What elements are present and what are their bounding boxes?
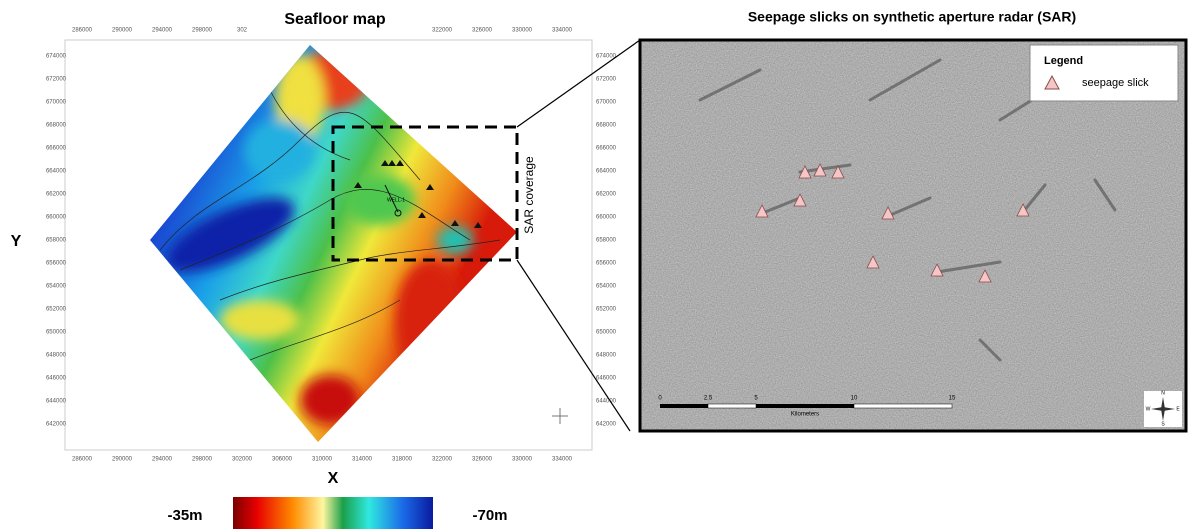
scale-label: 15 [949, 396, 956, 402]
colorbar [233, 497, 433, 529]
y-tick-label: 658000 [46, 238, 67, 244]
x-tick-label: 298000 [192, 457, 213, 463]
y-tick-label: 662000 [596, 192, 617, 198]
y-tick-label: 660000 [596, 215, 617, 221]
colorbar-max-label: -70m [472, 507, 507, 524]
x-tick-label: 326000 [472, 28, 493, 34]
y-tick-label: 668000 [596, 123, 617, 129]
crosshair [552, 408, 568, 424]
y-tick-label: 644000 [46, 399, 67, 405]
y-tick-label: 664000 [596, 169, 617, 175]
x-tick-label: 298000 [192, 28, 213, 34]
y-tick-label: 672000 [46, 77, 67, 83]
scale-label: 10 [851, 396, 858, 402]
x-tick-label: 334000 [552, 28, 573, 34]
y-tick-label: 666000 [46, 146, 67, 152]
compass: N S E W [1144, 390, 1182, 427]
y-tick-label: 644000 [596, 399, 617, 405]
y-tick-label: 648000 [46, 353, 67, 359]
x-tick-label: 290000 [112, 28, 133, 34]
colorbar-min-label: -35m [167, 507, 202, 524]
y-tick-label: 646000 [46, 376, 67, 382]
well-label: WELL-1 [387, 197, 405, 203]
x-tick-label: 334000 [552, 457, 573, 463]
y-tick-label: 648000 [596, 353, 617, 359]
scale-bar [660, 404, 952, 408]
y-tick-label: 646000 [596, 376, 617, 382]
y-tick-label: 662000 [46, 192, 67, 198]
map-title: Seafloor map [284, 11, 386, 28]
y-tick-label: 668000 [46, 123, 67, 129]
legend-item: seepage slick [1082, 77, 1149, 89]
y-tick-label: 650000 [596, 330, 617, 336]
y-tick-label: 652000 [46, 307, 67, 313]
compass-w: W [1146, 406, 1151, 412]
x-tick-label: 286000 [72, 457, 93, 463]
x-tick-label: 322000 [432, 28, 453, 34]
y-tick-label: 664000 [46, 169, 67, 175]
legend-title: Legend [1044, 55, 1083, 67]
figure: Seafloor map WELL-1 SAR covera [0, 0, 1188, 529]
scale-unit: Kilometers [791, 412, 819, 418]
y-tick-label: 660000 [46, 215, 67, 221]
y-tick-label: 642000 [596, 422, 617, 428]
y-label: Y [11, 233, 22, 250]
y-tick-label: 672000 [596, 77, 617, 83]
y-tick-label: 670000 [46, 100, 67, 106]
x-tick-label: 302 [237, 28, 248, 34]
y-tick-label: 642000 [46, 422, 67, 428]
x-tick-label: 290000 [112, 457, 133, 463]
x-tick-label: 330000 [512, 28, 533, 34]
y-tick-label: 656000 [596, 261, 617, 267]
x-tick-label: 302000 [232, 457, 253, 463]
y-tick-label: 652000 [596, 307, 617, 313]
y-tick-label: 674000 [46, 54, 67, 60]
y-tick-label: 666000 [596, 146, 617, 152]
x-tick-label: 294000 [152, 457, 173, 463]
x-tick-label: 326000 [472, 457, 493, 463]
x-label: X [328, 470, 339, 487]
y-tick-label: 656000 [46, 261, 67, 267]
x-tick-label: 294000 [152, 28, 173, 34]
x-tick-label: 330000 [512, 457, 533, 463]
y-tick-label: 654000 [596, 284, 617, 290]
x-tick-label: 310000 [312, 457, 333, 463]
x-tick-label: 306000 [272, 457, 293, 463]
x-tick-label: 314000 [352, 457, 373, 463]
compass-n: N [1161, 390, 1165, 396]
y-tick-label: 650000 [46, 330, 67, 336]
x-tick-label: 322000 [432, 457, 453, 463]
x-tick-label: 318000 [392, 457, 413, 463]
sar-legend: Legend seepage slick [1030, 45, 1178, 101]
y-tick-label: 654000 [46, 284, 67, 290]
bathymetry [140, 40, 530, 450]
sar-title: Seepage slicks on synthetic aperture rad… [748, 9, 1076, 25]
y-tick-label: 670000 [596, 100, 617, 106]
x-tick-label: 286000 [72, 28, 93, 34]
y-tick-label: 658000 [596, 238, 617, 244]
scale-label: 2.5 [704, 396, 713, 402]
coverage-label: SAR coverage [522, 156, 536, 234]
connector [517, 40, 640, 127]
